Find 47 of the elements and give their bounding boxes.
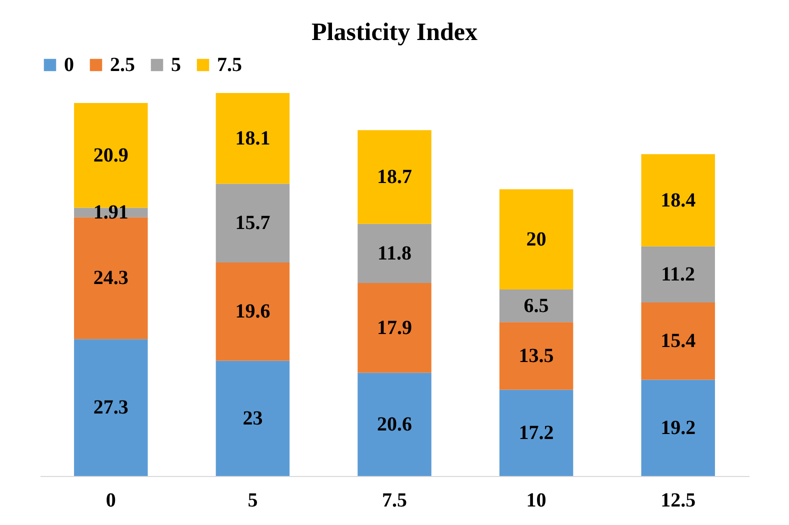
data-label: 15.4 xyxy=(660,330,696,352)
x-tick-label: 5 xyxy=(248,490,258,512)
data-label: 19.6 xyxy=(235,300,270,323)
data-label: 13.5 xyxy=(518,344,554,367)
bar xyxy=(641,154,715,246)
legend-label: 0 xyxy=(64,54,74,76)
data-label: 6.5 xyxy=(524,294,549,317)
bar xyxy=(499,322,574,390)
x-tick-label: 0 xyxy=(106,490,116,512)
bar xyxy=(216,93,290,184)
data-label: 27.3 xyxy=(93,396,128,419)
x-tick-label: 10 xyxy=(526,490,546,512)
chart-title: Plasticity Index xyxy=(312,19,478,46)
bar xyxy=(358,282,432,373)
data-label: 23 xyxy=(242,407,263,430)
data-label: 19.2 xyxy=(660,416,696,439)
bar xyxy=(358,224,432,283)
x-tick-label: 12.5 xyxy=(660,490,696,512)
bar xyxy=(641,302,715,380)
bar xyxy=(74,339,148,476)
data-label: 17.9 xyxy=(377,316,412,339)
bar xyxy=(216,184,290,262)
x-tick-label: 7.5 xyxy=(382,490,407,512)
bar xyxy=(499,290,574,322)
legend-label: 5 xyxy=(171,54,181,76)
data-label: 17.2 xyxy=(518,422,554,444)
data-label: 18.4 xyxy=(660,189,696,212)
data-label: 20 xyxy=(526,228,546,250)
data-label: 18.1 xyxy=(235,127,270,150)
bar xyxy=(641,246,715,303)
bar xyxy=(641,380,715,476)
bar xyxy=(358,372,432,476)
bar xyxy=(216,262,290,361)
bar xyxy=(358,130,432,224)
bar xyxy=(216,360,290,476)
data-label: 24.3 xyxy=(93,267,128,290)
data-label: 18.7 xyxy=(377,166,412,188)
data-label: 11.2 xyxy=(661,263,696,286)
bar xyxy=(74,217,148,340)
legend-label: 2.5 xyxy=(110,54,135,76)
legend-label: 7.5 xyxy=(217,54,242,76)
data-label: 15.7 xyxy=(235,212,270,234)
data-label: 20.6 xyxy=(377,413,412,436)
data-label: 20.9 xyxy=(93,144,128,166)
data-label: 11.8 xyxy=(378,242,412,264)
bar xyxy=(499,390,574,476)
bar xyxy=(499,189,574,290)
